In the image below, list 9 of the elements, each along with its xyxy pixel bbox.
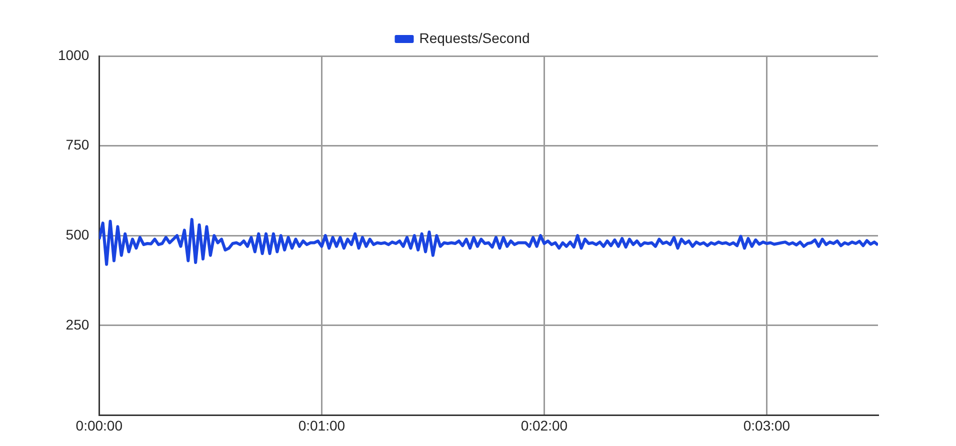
- y-tick-label: 250: [66, 316, 90, 332]
- x-tick-label: 0:02:00: [520, 417, 568, 434]
- x-tick-label: 0:01:00: [298, 417, 346, 434]
- x-tick-label: 0:03:00: [743, 417, 790, 434]
- y-tick-label: 1000: [58, 46, 90, 63]
- y-tick-label: 500: [66, 226, 90, 242]
- legend-label: Requests/Second: [419, 30, 530, 46]
- y-tick-label: 750: [66, 136, 90, 153]
- x-tick-label: 0:00:00: [76, 417, 123, 434]
